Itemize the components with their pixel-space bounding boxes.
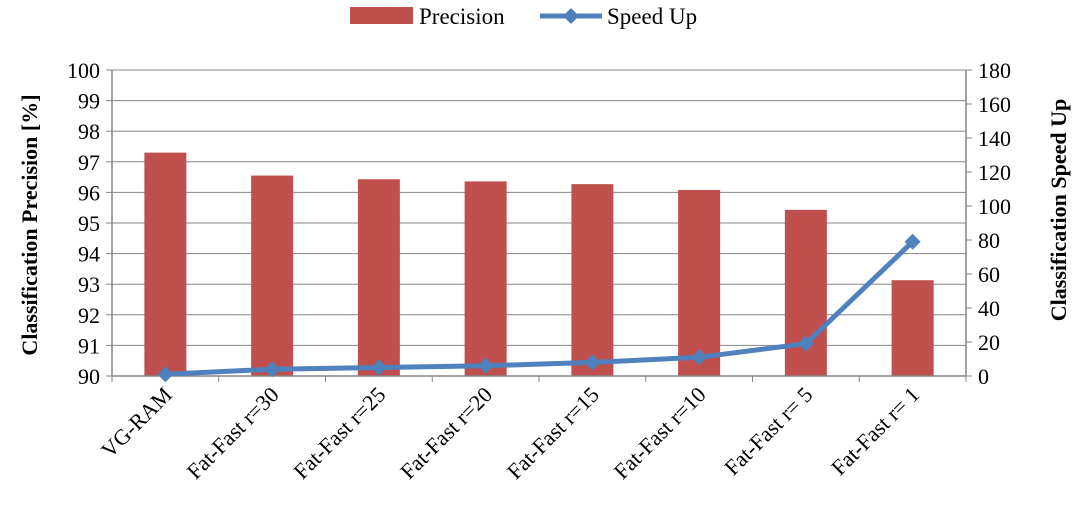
y-right-tick-label: 180 (978, 58, 1011, 83)
precision-bars (144, 152, 934, 376)
x-tick-label: Fat-Fast r=15 (502, 382, 604, 484)
bar (144, 152, 187, 376)
y-right-tick-label: 80 (978, 228, 1000, 253)
speedup-point (904, 233, 921, 250)
y-right-tick-label: 20 (978, 330, 1000, 355)
y-right-tick-label: 140 (978, 126, 1011, 151)
speedup-line-group (157, 233, 921, 383)
y-right-tick-label: 120 (978, 160, 1011, 185)
speedup-point (157, 366, 174, 383)
speedup-point (477, 357, 494, 374)
x-tick-label: Fat-Fast r=30 (182, 382, 284, 484)
bar (464, 181, 507, 376)
legend-precision-swatch (350, 7, 413, 24)
bar (891, 280, 934, 376)
right-axis-ticks: 0 20 40 60 80 100 120 140 160 180 (966, 58, 1011, 389)
bar (571, 184, 614, 376)
legend: Precision Speed Up (350, 4, 697, 29)
y-left-tick-label: 98 (78, 119, 100, 144)
x-tick-label: Fat-Fast r=20 (395, 382, 497, 484)
y-left-tick-label: 99 (78, 89, 100, 114)
speedup-point (264, 361, 281, 378)
y-left-tick-label: 96 (78, 180, 100, 205)
x-tick-label: Fat-Fast r= 5 (719, 382, 817, 480)
y-left-tick-label: 93 (78, 272, 100, 297)
x-tick-label: Fat-Fast r=10 (609, 382, 711, 484)
speedup-point (797, 335, 814, 352)
y-left-tick-label: 100 (67, 58, 100, 83)
speedup-point (584, 354, 601, 371)
y-axis-right-title: Classification Speed Up (1046, 99, 1071, 321)
legend-speedup-label: Speed Up (607, 4, 697, 29)
left-axis-ticks: 90 91 92 93 94 95 96 97 98 99 100 (67, 58, 112, 389)
y-right-tick-label: 60 (978, 262, 1000, 287)
x-tick-label: Fat-Fast r=25 (288, 382, 390, 484)
y-right-tick-label: 40 (978, 296, 1000, 321)
x-tick-label: VG-RAM (96, 382, 177, 463)
y-right-tick-label: 100 (978, 194, 1011, 219)
x-tick-label: Fat-Fast r= 1 (826, 382, 924, 480)
y-left-tick-label: 91 (78, 333, 100, 358)
y-left-tick-label: 94 (78, 242, 100, 267)
gridlines (112, 69, 966, 377)
bar (678, 189, 721, 376)
y-left-tick-label: 92 (78, 303, 100, 328)
y-right-tick-label: 0 (978, 364, 989, 389)
y-left-tick-label: 97 (78, 150, 100, 175)
speedup-line (165, 239, 915, 377)
x-axis-ticks: VG-RAM Fat-Fast r=30 Fat-Fast r=25 Fat-Fast… (96, 376, 967, 484)
speedup-point (691, 349, 708, 366)
y-left-tick-label: 90 (78, 364, 100, 389)
y-right-tick-label: 160 (978, 92, 1011, 117)
legend-speedup-marker (563, 8, 579, 24)
bar (357, 179, 400, 376)
speedup-point (370, 359, 387, 376)
bar (251, 175, 294, 376)
y-axis-left-title: Classification Precision [%] (17, 94, 42, 355)
legend-precision-label: Precision (419, 4, 505, 29)
y-left-tick-label: 95 (78, 211, 100, 236)
